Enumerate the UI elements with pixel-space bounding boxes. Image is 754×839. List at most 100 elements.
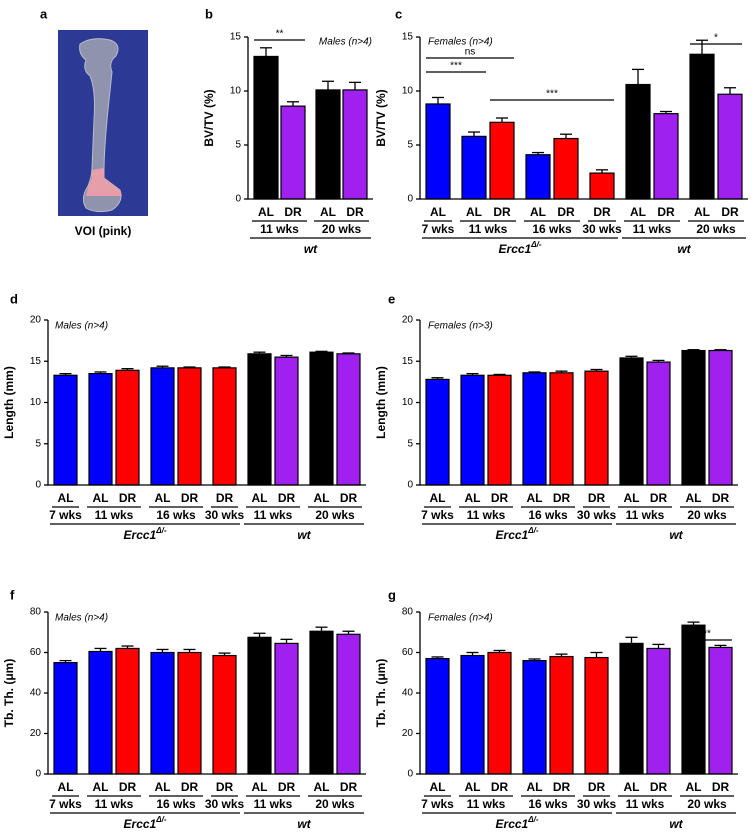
bar bbox=[88, 650, 113, 775]
x-tick-label: DR bbox=[721, 205, 739, 219]
y-tick-label: 5 bbox=[407, 438, 413, 449]
x-tick-label: DR bbox=[650, 491, 668, 505]
y-tick-label: 15 bbox=[402, 356, 414, 367]
y-axis-label: Tb. Th. (μm) bbox=[374, 659, 388, 728]
y-tick-label: 80 bbox=[402, 607, 414, 618]
x-tick-label: AL bbox=[430, 780, 446, 794]
bar bbox=[589, 172, 615, 200]
x-tick-label: AL bbox=[630, 205, 646, 219]
group-label: 7 wks bbox=[422, 222, 455, 236]
y-tick-label: 5 bbox=[35, 438, 41, 449]
x-tick-label: AL bbox=[252, 780, 268, 794]
bar bbox=[212, 654, 237, 775]
genotype-label: Ercc1Δ/- bbox=[124, 815, 167, 831]
bar bbox=[280, 105, 306, 200]
x-tick-label: DR bbox=[278, 491, 296, 505]
x-tick-label: AL bbox=[430, 491, 446, 505]
x-tick-label: DR bbox=[588, 780, 606, 794]
bar bbox=[461, 135, 487, 200]
bar bbox=[646, 361, 671, 486]
annotation: Males (n>4) bbox=[55, 321, 108, 332]
group-label: 7 wks bbox=[421, 797, 454, 811]
x-tick-label: AL bbox=[93, 780, 109, 794]
genotype-name: Ercc1 bbox=[499, 242, 532, 256]
group-label: 20 wks bbox=[687, 797, 727, 811]
genotype-name: wt bbox=[677, 242, 691, 256]
group-label: 11 wks bbox=[254, 508, 293, 522]
bar bbox=[717, 93, 743, 200]
bar bbox=[425, 378, 450, 486]
x-tick-label: AL bbox=[58, 780, 74, 794]
bar bbox=[681, 349, 706, 486]
group-label: 11 wks bbox=[254, 797, 293, 811]
bar bbox=[708, 349, 733, 486]
bar bbox=[460, 374, 485, 486]
y-tick-label: 10 bbox=[402, 397, 414, 408]
x-tick-label: AL bbox=[465, 491, 481, 505]
bar bbox=[549, 655, 574, 775]
y-tick-label: 0 bbox=[35, 769, 41, 780]
x-tick-label: AL bbox=[466, 205, 482, 219]
bar bbox=[253, 55, 279, 200]
group-label: 11 wks bbox=[469, 222, 508, 236]
group-label: 30 wks bbox=[582, 222, 622, 236]
bar bbox=[460, 654, 485, 775]
bar bbox=[619, 642, 644, 775]
panel-letter: b bbox=[205, 6, 213, 21]
panel-letter: e bbox=[388, 291, 395, 306]
bar bbox=[53, 374, 78, 486]
group-label: 11 wks bbox=[626, 797, 665, 811]
x-tick-label: DR bbox=[340, 780, 358, 794]
bar bbox=[489, 121, 515, 200]
y-tick-label: 40 bbox=[30, 688, 42, 699]
x-tick-label: DR bbox=[493, 205, 511, 219]
x-tick-label: DR bbox=[346, 205, 364, 219]
bar bbox=[653, 113, 679, 200]
group-label: 16 wks bbox=[528, 797, 568, 811]
annotation: Females (n>4) bbox=[428, 613, 493, 624]
y-tick-label: 10 bbox=[402, 86, 414, 97]
genotype-superscript: Δ/- bbox=[155, 815, 167, 824]
group-label: 11 wks bbox=[95, 508, 134, 522]
genotype-label: wt bbox=[669, 817, 683, 831]
group-label: 7 wks bbox=[49, 508, 82, 522]
annotation: Males (n>4) bbox=[319, 37, 372, 48]
y-axis-label: Tb. Th. (μm) bbox=[2, 659, 16, 728]
x-tick-label: DR bbox=[284, 205, 302, 219]
x-tick-label: DR bbox=[588, 491, 606, 505]
y-tick-label: 0 bbox=[407, 769, 413, 780]
y-tick-label: 20 bbox=[30, 728, 42, 739]
bar bbox=[522, 372, 547, 486]
bar bbox=[247, 353, 272, 486]
significance-label: *** bbox=[450, 61, 462, 72]
x-tick-label: DR bbox=[181, 780, 199, 794]
panel-letter: a bbox=[40, 6, 48, 21]
bar bbox=[584, 370, 609, 486]
y-axis-label: Length (mm) bbox=[2, 366, 16, 439]
genotype-label: wt bbox=[304, 242, 318, 256]
x-tick-label: DR bbox=[216, 780, 234, 794]
annotation: Females (n>3) bbox=[428, 321, 493, 332]
x-tick-label: AL bbox=[320, 205, 336, 219]
bar bbox=[115, 369, 140, 486]
genotype-label: wt bbox=[297, 528, 311, 542]
y-tick-label: 80 bbox=[30, 607, 42, 618]
x-tick-label: AL bbox=[527, 780, 543, 794]
genotype-label: Ercc1Δ/- bbox=[499, 240, 542, 256]
y-tick-label: 20 bbox=[402, 728, 414, 739]
genotype-name: Ercc1 bbox=[124, 817, 157, 831]
group-label: 20 wks bbox=[687, 508, 727, 522]
bar bbox=[150, 651, 175, 775]
y-tick-label: 20 bbox=[402, 315, 414, 326]
genotype-name: Ercc1 bbox=[496, 817, 529, 831]
bar bbox=[336, 353, 361, 486]
image-caption: VOI (pink) bbox=[75, 224, 132, 238]
bar bbox=[525, 154, 551, 200]
y-tick-label: 0 bbox=[407, 480, 413, 491]
genotype-label: wt bbox=[669, 528, 683, 542]
bar bbox=[53, 662, 78, 775]
bar bbox=[212, 367, 237, 486]
group-label: 30 wks bbox=[205, 797, 245, 811]
bar bbox=[522, 659, 547, 775]
x-tick-label: DR bbox=[712, 491, 730, 505]
